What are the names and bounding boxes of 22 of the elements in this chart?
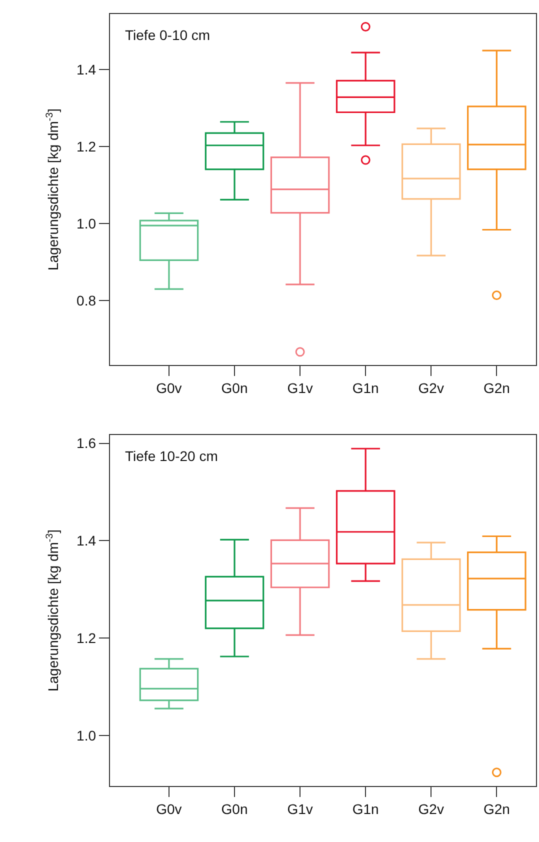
x-tick-label: G0n xyxy=(221,801,248,817)
x-tick-label: G2n xyxy=(483,801,510,817)
x-tick-label: G2n xyxy=(483,380,510,396)
annotation: Tiefe 10-20 cm xyxy=(125,448,218,464)
x-tick-label: G1n xyxy=(352,801,379,817)
x-tick-label: G2v xyxy=(418,801,444,817)
x-tick-label: G1n xyxy=(352,380,379,396)
x-tick-label: G2v xyxy=(418,380,444,396)
y-tick-label: 1.2 xyxy=(76,138,96,154)
y-tick-label: 1.6 xyxy=(76,435,96,452)
x-tick-label: G0v xyxy=(156,380,182,396)
x-tick-label: G0n xyxy=(221,380,248,396)
y-tick-label: 1.0 xyxy=(76,216,96,232)
x-tick-label: G1v xyxy=(287,380,313,396)
y-tick-label: 1.4 xyxy=(76,61,96,78)
x-tick-label: G0v xyxy=(156,801,182,817)
x-tick-label: G1v xyxy=(287,801,313,817)
y-tick-label: 1.4 xyxy=(76,532,96,549)
annotation: Tiefe 0-10 cm xyxy=(125,27,210,43)
y-tick-label: 1.0 xyxy=(76,727,96,744)
y-tick-label: 0.8 xyxy=(76,292,96,309)
y-tick-label: 1.2 xyxy=(76,630,96,646)
